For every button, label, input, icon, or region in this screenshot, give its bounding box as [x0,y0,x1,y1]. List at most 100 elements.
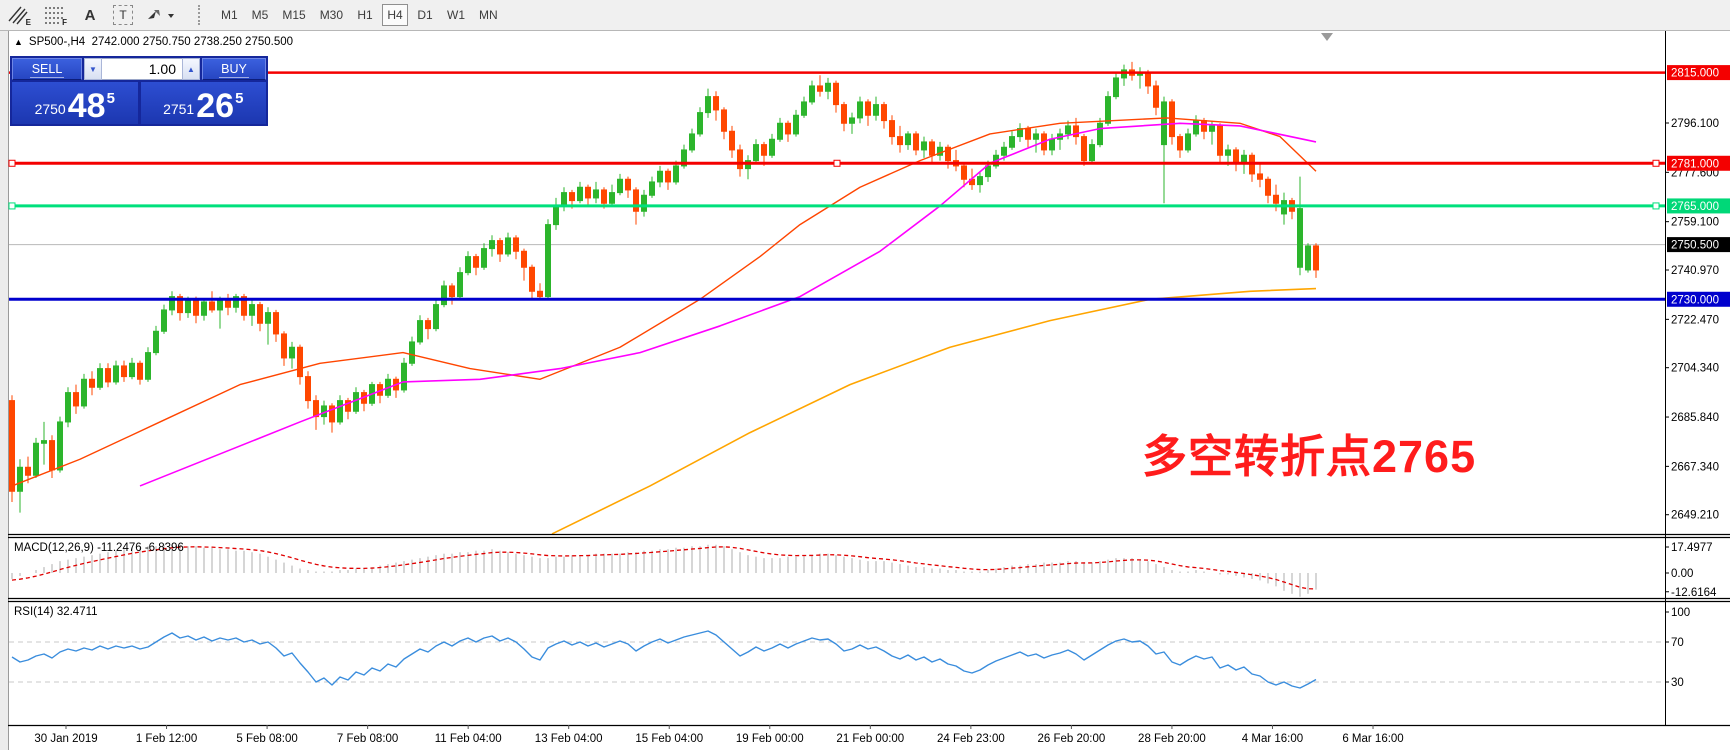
candle [777,122,783,140]
candle [329,405,335,423]
candle [145,352,151,380]
volume-increase-button[interactable]: ▲ [182,58,200,80]
candle [857,101,863,119]
timeframe-MN[interactable]: MN [474,4,503,26]
date-label: 15 Feb 04:00 [635,733,703,745]
candle [553,205,559,226]
hline-handle[interactable] [1652,202,1660,210]
candle [257,304,263,324]
candle [625,178,631,191]
candle [841,104,847,124]
candle [73,392,79,407]
candle [1113,77,1119,98]
date-label: 7 Feb 08:00 [337,733,398,745]
date-label: 13 Feb 04:00 [535,733,603,745]
candle [633,189,639,212]
timeframe-M30[interactable]: M30 [315,4,348,26]
macd-signal-line [11,546,1317,590]
candle [601,189,607,204]
candle [673,165,679,183]
macd-tick-label: 0.00 [1671,568,1693,580]
candle [465,256,471,274]
timeframe-M15[interactable]: M15 [277,4,310,26]
timeframe-M5[interactable]: M5 [247,4,274,26]
chart-background[interactable] [0,30,1730,750]
macd-tick-label: 17.4977 [1671,542,1713,554]
price-badge-label: 2815.000 [1671,68,1719,80]
candle [337,400,343,423]
candle [681,149,687,167]
date-label: 4 Mar 16:00 [1242,733,1303,745]
hline-handle[interactable] [8,159,16,167]
arrows-icon[interactable] [143,3,179,27]
buy-price-small: 2751 [163,101,195,117]
volume-input[interactable] [102,58,182,80]
candle [1121,69,1127,79]
candle [905,133,911,146]
current-price-badge [1667,237,1730,253]
candle [241,296,247,316]
toolbar-drag-handle[interactable] [198,5,206,25]
price-tick-label: 2796.100 [1671,118,1719,130]
volume-decrease-button[interactable]: ▼ [84,58,102,80]
date-label: 6 Mar 16:00 [1342,733,1403,745]
candle [201,301,207,316]
candle [345,400,351,412]
candle [617,178,623,194]
candle [1025,128,1031,140]
current-price-badge-label: 2750.500 [1671,240,1719,252]
sell-price[interactable]: 2750 48 5 [12,82,138,124]
candle [665,170,671,183]
candle [961,165,967,180]
candle [481,248,487,268]
price-tick-label: 2722.470 [1671,314,1719,326]
candle [233,296,239,308]
candle [89,378,95,388]
candle [721,109,727,132]
chart-shift-marker[interactable] [1321,33,1333,41]
hline-handle[interactable] [1652,159,1660,167]
sell-price-small: 2750 [34,101,66,117]
equidistant-channel-icon[interactable]: E [5,3,31,27]
candle [1185,133,1191,151]
text-box-icon[interactable]: T [113,5,133,25]
candle [505,237,511,255]
window-left-margin [0,30,8,750]
timeframe-M1[interactable]: M1 [216,4,243,26]
timeframe-buttons: M1 M5 M15 M30 H1 H4 D1 W1 MN [214,4,505,26]
text-label-icon[interactable]: A [84,6,96,24]
timeframe-D1[interactable]: D1 [412,4,438,26]
timeframe-W1[interactable]: W1 [442,4,470,26]
buy-button[interactable]: BUY [202,58,266,80]
buy-price[interactable]: 2751 26 5 [140,82,266,124]
candle [161,309,167,332]
date-label: 19 Feb 00:00 [736,733,804,745]
hline-handle[interactable] [8,202,16,210]
candle [1209,125,1215,132]
candle [1265,178,1271,196]
ma-mid-line [139,122,1317,487]
price-tick-label: 2649.210 [1671,510,1719,522]
candle [305,376,311,402]
candle [185,298,191,314]
candle [121,365,127,378]
candle [705,96,711,114]
candle [1001,146,1007,156]
date-label: 11 Feb 04:00 [435,733,502,745]
timeframe-H1[interactable]: H1 [352,4,378,26]
candle [457,272,463,298]
timeframe-H4[interactable]: H4 [382,4,409,26]
fibonacci-icon[interactable]: F [45,7,67,27]
candle [825,82,831,92]
price-tick-label: 2740.970 [1671,265,1719,277]
hline-handle[interactable] [833,159,841,167]
buy-price-sup: 5 [235,90,244,107]
candle [697,112,703,135]
candle [569,192,575,202]
candle [897,136,903,146]
sell-button[interactable]: SELL [12,58,82,80]
collapse-icon[interactable]: ▲ [14,37,23,47]
annotation-text[interactable]: 多空转折点2765 [1142,431,1477,482]
candle [1225,149,1231,156]
